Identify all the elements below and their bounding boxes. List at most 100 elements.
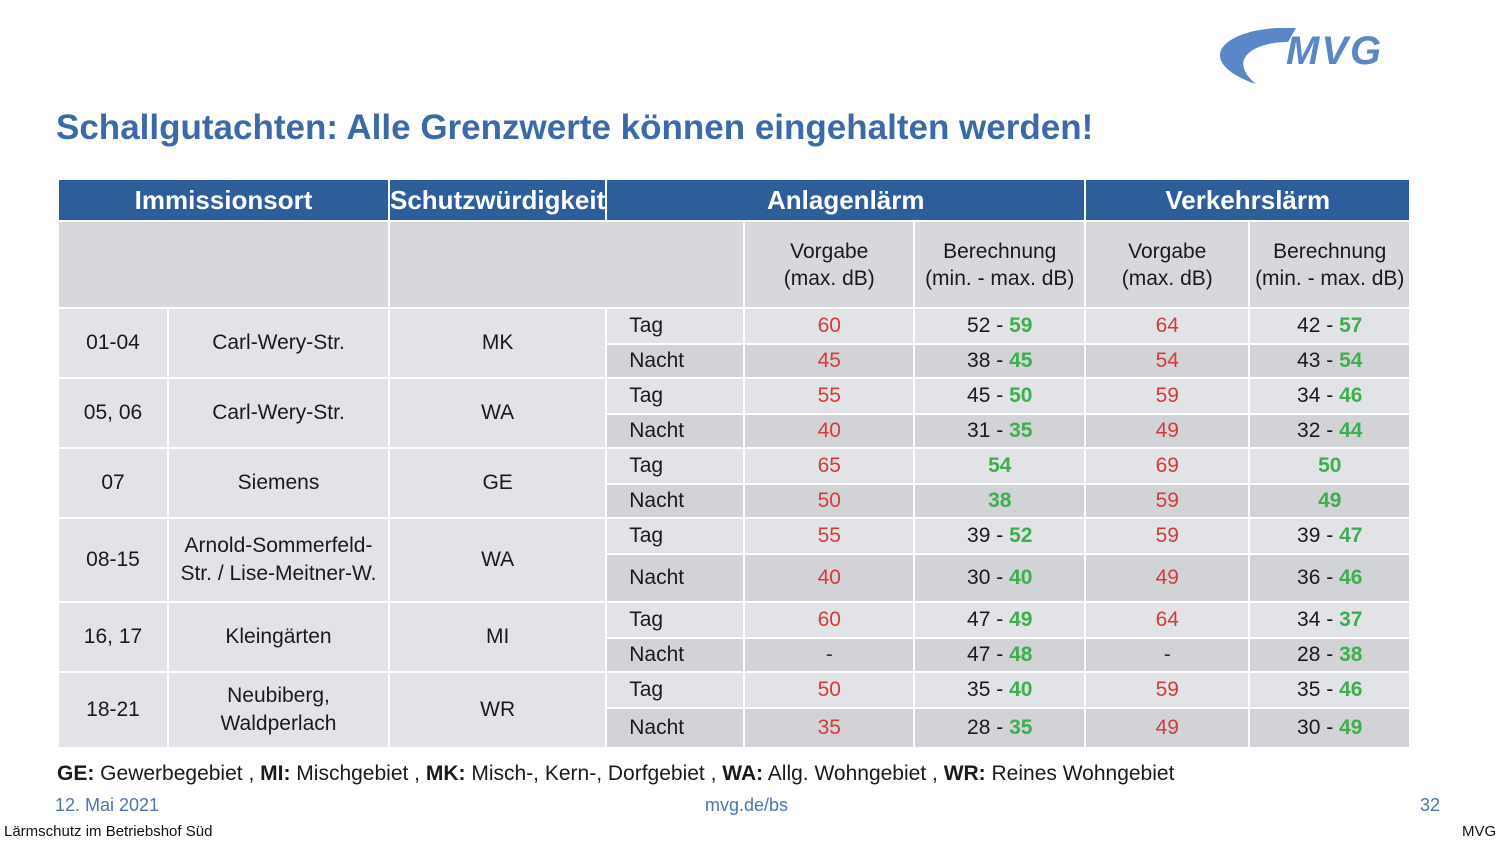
period-label: Tag: [605, 601, 746, 639]
row-number: 05, 06: [57, 377, 169, 449]
location-name: Neubiberg, Waldperlach: [167, 671, 390, 749]
header-anlagenlaerm: Anlagenlärm: [605, 178, 1087, 222]
verkehr-berechnung: 34 - 46: [1248, 377, 1412, 415]
subheader-v-vorgabe: Vorgabe (max. dB): [1084, 220, 1251, 309]
verkehr-vorgabe: 54: [1084, 343, 1251, 379]
table-row: Nacht 35 28 - 35 49 30 - 49: [58, 707, 1412, 749]
verkehr-berechnung: 32 - 44: [1248, 413, 1412, 449]
period-label: Tag: [605, 671, 746, 709]
anlagen-vorgabe: 55: [743, 517, 916, 555]
anlagen-vorgabe: 40: [743, 553, 916, 603]
period-label: Tag: [605, 447, 746, 485]
row-number: 07: [57, 447, 169, 519]
anlagen-vorgabe: 40: [743, 413, 916, 449]
verkehr-vorgabe: 69: [1084, 447, 1251, 485]
legend-text: Reines Wohngebiet: [985, 762, 1175, 785]
anlagen-berechnung: 38 - 45: [913, 343, 1087, 379]
protection-class: MI: [387, 601, 608, 673]
anlagen-vorgabe: 60: [743, 307, 916, 345]
period-label: Nacht: [605, 707, 746, 749]
anlagen-vorgabe: 50: [743, 483, 916, 519]
anlagen-berechnung: 54: [913, 447, 1087, 485]
verkehr-vorgabe: 59: [1084, 671, 1251, 709]
protection-class: GE: [387, 447, 608, 519]
row-number: 18-21: [57, 671, 169, 749]
verkehr-berechnung: 35 - 46: [1248, 671, 1412, 709]
anlagen-vorgabe: 65: [743, 447, 916, 485]
subheader-empty: [387, 220, 746, 309]
table-row: Nacht 45 38 - 45 54 43 - 54: [58, 343, 1412, 379]
location-name: Carl-Wery-Str.: [167, 307, 390, 379]
noise-table: Immissionsort Schutzwürdigkeit Anlagenlä…: [57, 178, 1412, 749]
verkehr-berechnung: 36 - 46: [1248, 553, 1412, 603]
subheader-empty: [57, 220, 390, 309]
legend-abbr: WA:: [722, 762, 764, 785]
legend-abbr: GE:: [57, 762, 95, 785]
anlagen-berechnung: 39 - 52: [913, 517, 1087, 555]
mvg-logo: MVG: [1219, 28, 1383, 84]
period-label: Tag: [605, 377, 746, 415]
period-label: Nacht: [605, 483, 746, 519]
legend-abbr: WR:: [943, 762, 986, 785]
verkehr-vorgabe: 49: [1084, 553, 1251, 603]
footer-url[interactable]: mvg.de/bs: [705, 795, 789, 815]
logo-text: MVG: [1286, 29, 1383, 73]
verkehr-vorgabe: 49: [1084, 413, 1251, 449]
bottom-caption: Lärmschutz im Betriebshof Süd: [4, 823, 213, 840]
anlagen-berechnung: 52 - 59: [913, 307, 1087, 345]
protection-class: WR: [387, 671, 608, 749]
subheader-a-berechnung: Berechnung (min. - max. dB): [913, 220, 1087, 309]
anlagen-berechnung: 38: [913, 483, 1087, 519]
anlagen-vorgabe: 45: [743, 343, 916, 379]
logo-swoosh: [1219, 28, 1296, 84]
legend-text: Allg. Wohngebiet: [763, 762, 927, 785]
subheader-a-vorgabe: Vorgabe (max. dB): [743, 220, 916, 309]
verkehr-berechnung: 43 - 54: [1248, 343, 1412, 379]
verkehr-vorgabe: 59: [1084, 377, 1251, 415]
verkehr-berechnung: 49: [1248, 483, 1412, 519]
table-row: Nacht 40 30 - 40 49 36 - 46: [58, 553, 1412, 603]
period-label: Tag: [605, 307, 746, 345]
verkehr-berechnung: 42 - 57: [1248, 307, 1412, 345]
verkehr-berechnung: 50: [1248, 447, 1412, 485]
period-label: Nacht: [605, 553, 746, 603]
verkehr-vorgabe: 64: [1084, 601, 1251, 639]
location-name: Siemens: [167, 447, 390, 519]
protection-class: MK: [387, 307, 608, 379]
anlagen-berechnung: 47 - 49: [913, 601, 1087, 639]
anlagen-berechnung: 28 - 35: [913, 707, 1087, 749]
anlagen-vorgabe: 50: [743, 671, 916, 709]
legend-text: Mischgebiet: [290, 762, 409, 785]
table-row: Nacht 40 31 - 35 49 32 - 44: [58, 413, 1412, 449]
table-row: Nacht 50 38 59 49: [58, 483, 1412, 519]
bottom-brand: MVG: [1462, 823, 1497, 840]
row-number: 08-15: [57, 517, 169, 603]
table-body: 01-04 Carl-Wery-Str. MK Tag 60 52 - 59 64 42 - …: [57, 307, 1412, 749]
legend-abbr: MK:: [425, 762, 466, 785]
footer-page-number: 32: [1420, 795, 1441, 815]
anlagen-vorgabe: 35: [743, 707, 916, 749]
legend: GE: Gewerbegebiet , MI: Mischgebiet , MK…: [57, 762, 1175, 785]
anlagen-berechnung: 30 - 40: [913, 553, 1087, 603]
verkehr-berechnung: 28 - 38: [1248, 637, 1412, 673]
period-label: Nacht: [605, 413, 746, 449]
period-label: Tag: [605, 517, 746, 555]
period-label: Nacht: [605, 637, 746, 673]
table-row: 01-04 Carl-Wery-Str. MK Tag 60 52 - 59 64 42 - …: [57, 307, 1412, 379]
header-verkehrslaerm: Verkehrslärm: [1084, 178, 1412, 222]
verkehr-berechnung: 34 - 37: [1248, 601, 1412, 639]
anlagen-berechnung: 35 - 40: [913, 671, 1087, 709]
verkehr-vorgabe: 59: [1084, 483, 1251, 519]
footer-date: 12. Mai 2021: [55, 795, 160, 815]
period-label: Nacht: [605, 343, 746, 379]
table-row: 07 Siemens GE Tag 65 54 69 50: [57, 447, 1412, 519]
anlagen-vorgabe: -: [743, 637, 916, 673]
anlagen-berechnung: 47 - 48: [913, 637, 1087, 673]
row-number: 16, 17: [57, 601, 169, 673]
verkehr-vorgabe: -: [1084, 637, 1251, 673]
table-row: 08-15 Arnold-Sommerfeld- Str. / Lise-Meitn…: [57, 517, 1412, 603]
subheader-v-berechnung: Berechnung (min. - max. dB): [1248, 220, 1412, 309]
page-title: Schallgutachten: Alle Grenzwerte können …: [56, 108, 1094, 147]
verkehr-vorgabe: 64: [1084, 307, 1251, 345]
row-number: 01-04: [57, 307, 169, 379]
